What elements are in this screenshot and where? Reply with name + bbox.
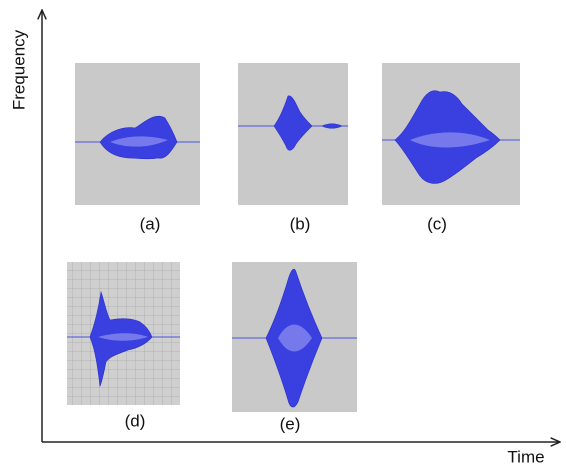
panel-label: (c) xyxy=(427,214,447,233)
panel-label: (e) xyxy=(280,414,301,433)
x-axis-label: Time xyxy=(507,447,544,466)
panel-e: (e) xyxy=(232,262,357,433)
panel-label: (a) xyxy=(140,214,161,233)
figure: Frequency Time (a) (b) (c) (d) xyxy=(0,0,566,468)
panel-label: (b) xyxy=(290,214,311,233)
y-axis-label: Frequency xyxy=(9,29,28,110)
panel-c: (c) xyxy=(382,63,520,233)
panel-label: (d) xyxy=(125,411,146,430)
panel-d: (d) xyxy=(67,262,180,430)
panel-a: (a) xyxy=(75,63,200,233)
panel-b: (b) xyxy=(238,63,348,233)
